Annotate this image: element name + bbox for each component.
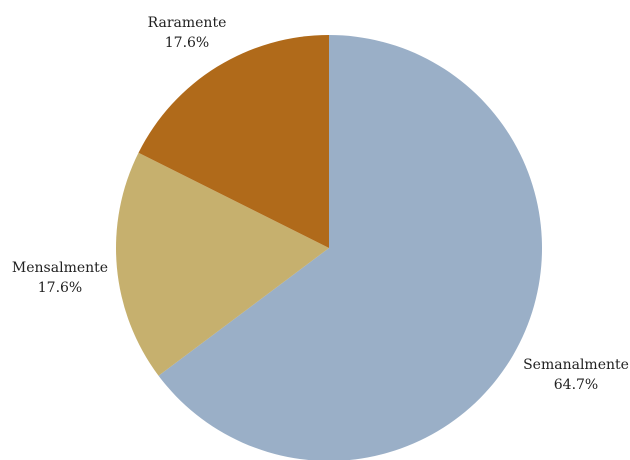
pie-slices (116, 35, 542, 460)
pie-slice-raramente (138, 35, 329, 248)
slice-label-mensalmente: Mensalmente (12, 260, 108, 276)
pie-slice-semanalmente (158, 35, 542, 460)
slice-value-semanalmente: 64.7% (554, 377, 598, 393)
slice-label-semanalmente: Semanalmente (523, 357, 629, 373)
pie-slice-mensalmente (116, 152, 329, 376)
slice-value-mensalmente: 17.6% (38, 280, 82, 296)
slice-label-raramente: Raramente (148, 15, 227, 31)
pie-labels: Raramente 17.6% Mensalmente 17.6% Semana… (12, 15, 629, 393)
slice-value-raramente: 17.6% (165, 35, 209, 51)
